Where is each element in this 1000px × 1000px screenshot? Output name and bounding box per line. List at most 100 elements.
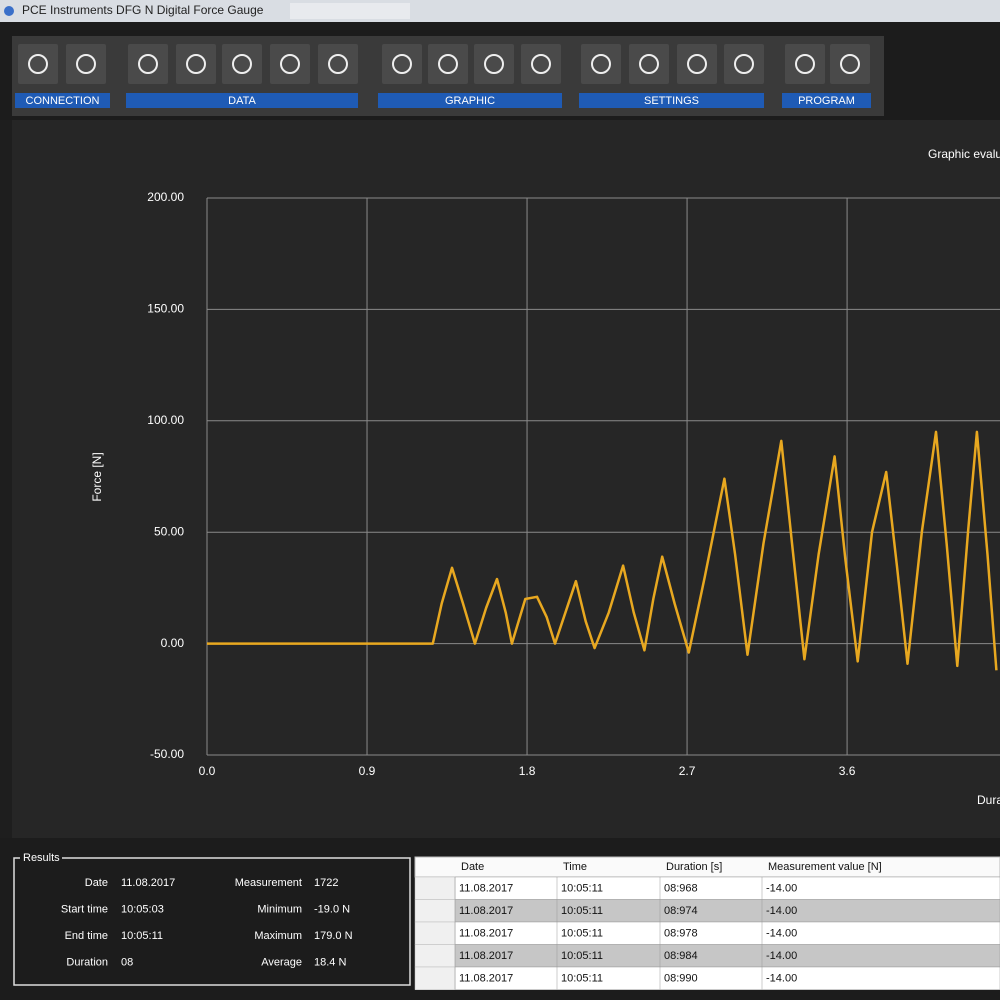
results-legend-bg (20, 852, 62, 864)
table-row[interactable] (454, 966, 1000, 990)
results-box (13, 857, 411, 986)
table-cell: 11.08.2017 (459, 950, 513, 962)
group-label-bg (126, 93, 358, 108)
group-label-bg (15, 93, 110, 108)
x-tick-label: 0.9 (359, 764, 376, 778)
table-cell: 10:05:11 (561, 927, 603, 939)
group-label: CONNECTION (26, 95, 100, 107)
x-tick-label: 0.0 (199, 764, 216, 778)
table-cell: 10:05:11 (561, 972, 603, 984)
tool-button[interactable] (581, 44, 621, 84)
chart-title: Graphic evaluation (928, 147, 1000, 161)
tool-button[interactable] (629, 44, 669, 84)
result-value: 11.08.2017 (121, 877, 175, 889)
app-icon (4, 6, 14, 16)
y-tick-label: 50.00 (154, 524, 184, 538)
result-label: Date (85, 877, 108, 889)
tool-icon (531, 54, 551, 74)
table-cell: 10:05:11 (561, 905, 603, 917)
table-cell: -14.00 (766, 972, 797, 984)
tool-icon (591, 54, 611, 74)
table-cell: 08:978 (664, 927, 698, 939)
table-cell: 08:968 (664, 882, 698, 894)
tool-icon (232, 54, 252, 74)
table-cell: -14.00 (766, 950, 797, 962)
tool-button[interactable] (428, 44, 468, 84)
tool-button[interactable] (128, 44, 168, 84)
tool-button[interactable] (18, 44, 58, 84)
tool-icon (484, 54, 504, 74)
tool-icon (280, 54, 300, 74)
result-value: -19.0 N (314, 903, 350, 915)
table-row[interactable] (454, 921, 1000, 945)
tool-icon (795, 54, 815, 74)
x-axis-label: Duration [s] (977, 793, 1000, 807)
y-tick-label: 150.00 (147, 302, 184, 316)
tool-button[interactable] (521, 44, 561, 84)
tool-button[interactable] (382, 44, 422, 84)
group-label: DATA (228, 95, 256, 107)
result-label: Maximum (254, 930, 302, 942)
result-label: Measurement (235, 877, 302, 889)
table-row[interactable] (454, 944, 1000, 968)
result-label: Average (261, 956, 302, 968)
tool-icon (76, 54, 96, 74)
tool-button[interactable] (176, 44, 216, 84)
table-cell: -14.00 (766, 882, 797, 894)
result-value: 179.0 N (314, 930, 353, 942)
group-label: SETTINGS (644, 95, 699, 107)
x-tick-label: 3.6 (839, 764, 856, 778)
tool-icon (639, 54, 659, 74)
table-cell: 10:05:11 (561, 882, 603, 894)
result-label: End time (65, 930, 108, 942)
y-tick-label: 100.00 (147, 413, 184, 427)
tool-icon (28, 54, 48, 74)
tool-button[interactable] (830, 44, 870, 84)
tool-button[interactable] (724, 44, 764, 84)
result-value: 10:05:03 (121, 903, 164, 915)
tool-button[interactable] (677, 44, 717, 84)
tool-button[interactable] (474, 44, 514, 84)
group-label-bg (782, 93, 871, 108)
group-label-bg (378, 93, 562, 108)
tool-icon (438, 54, 458, 74)
result-value: 18.4 N (314, 956, 346, 968)
tool-button[interactable] (270, 44, 310, 84)
table-cell: 08:984 (664, 950, 698, 962)
table-cell: 08:974 (664, 905, 698, 917)
result-value: 08 (121, 956, 133, 968)
row-header (414, 966, 456, 990)
table-cell: -14.00 (766, 927, 797, 939)
column-header: Duration [s] (666, 861, 722, 873)
table-cell: -14.00 (766, 905, 797, 917)
tool-button[interactable] (222, 44, 262, 84)
column-header: Time (563, 861, 587, 873)
group-label-bg (579, 93, 764, 108)
result-label: Duration (66, 956, 108, 968)
table-cell: 11.08.2017 (459, 927, 513, 939)
tool-button[interactable] (318, 44, 358, 84)
row-header (414, 944, 456, 968)
tool-icon (186, 54, 206, 74)
x-tick-label: 2.7 (679, 764, 696, 778)
tool-icon (138, 54, 158, 74)
title-box (290, 3, 410, 19)
tool-button[interactable] (66, 44, 106, 84)
table-row[interactable] (454, 876, 1000, 900)
column-header: Date (461, 861, 484, 873)
row-header (414, 921, 456, 945)
tool-button[interactable] (785, 44, 825, 84)
table-row[interactable] (454, 899, 1000, 923)
window-title: PCE Instruments DFG N Digital Force Gaug… (22, 3, 264, 17)
tool-icon (392, 54, 412, 74)
table-cell: 11.08.2017 (459, 905, 513, 917)
result-label: Minimum (257, 903, 302, 915)
y-tick-label: -50.00 (150, 747, 184, 761)
y-tick-label: 200.00 (147, 190, 184, 204)
x-tick-label: 1.8 (519, 764, 536, 778)
result-label: Start time (61, 903, 108, 915)
table-cell: 08:990 (664, 972, 698, 984)
table-cell: 11.08.2017 (459, 972, 513, 984)
